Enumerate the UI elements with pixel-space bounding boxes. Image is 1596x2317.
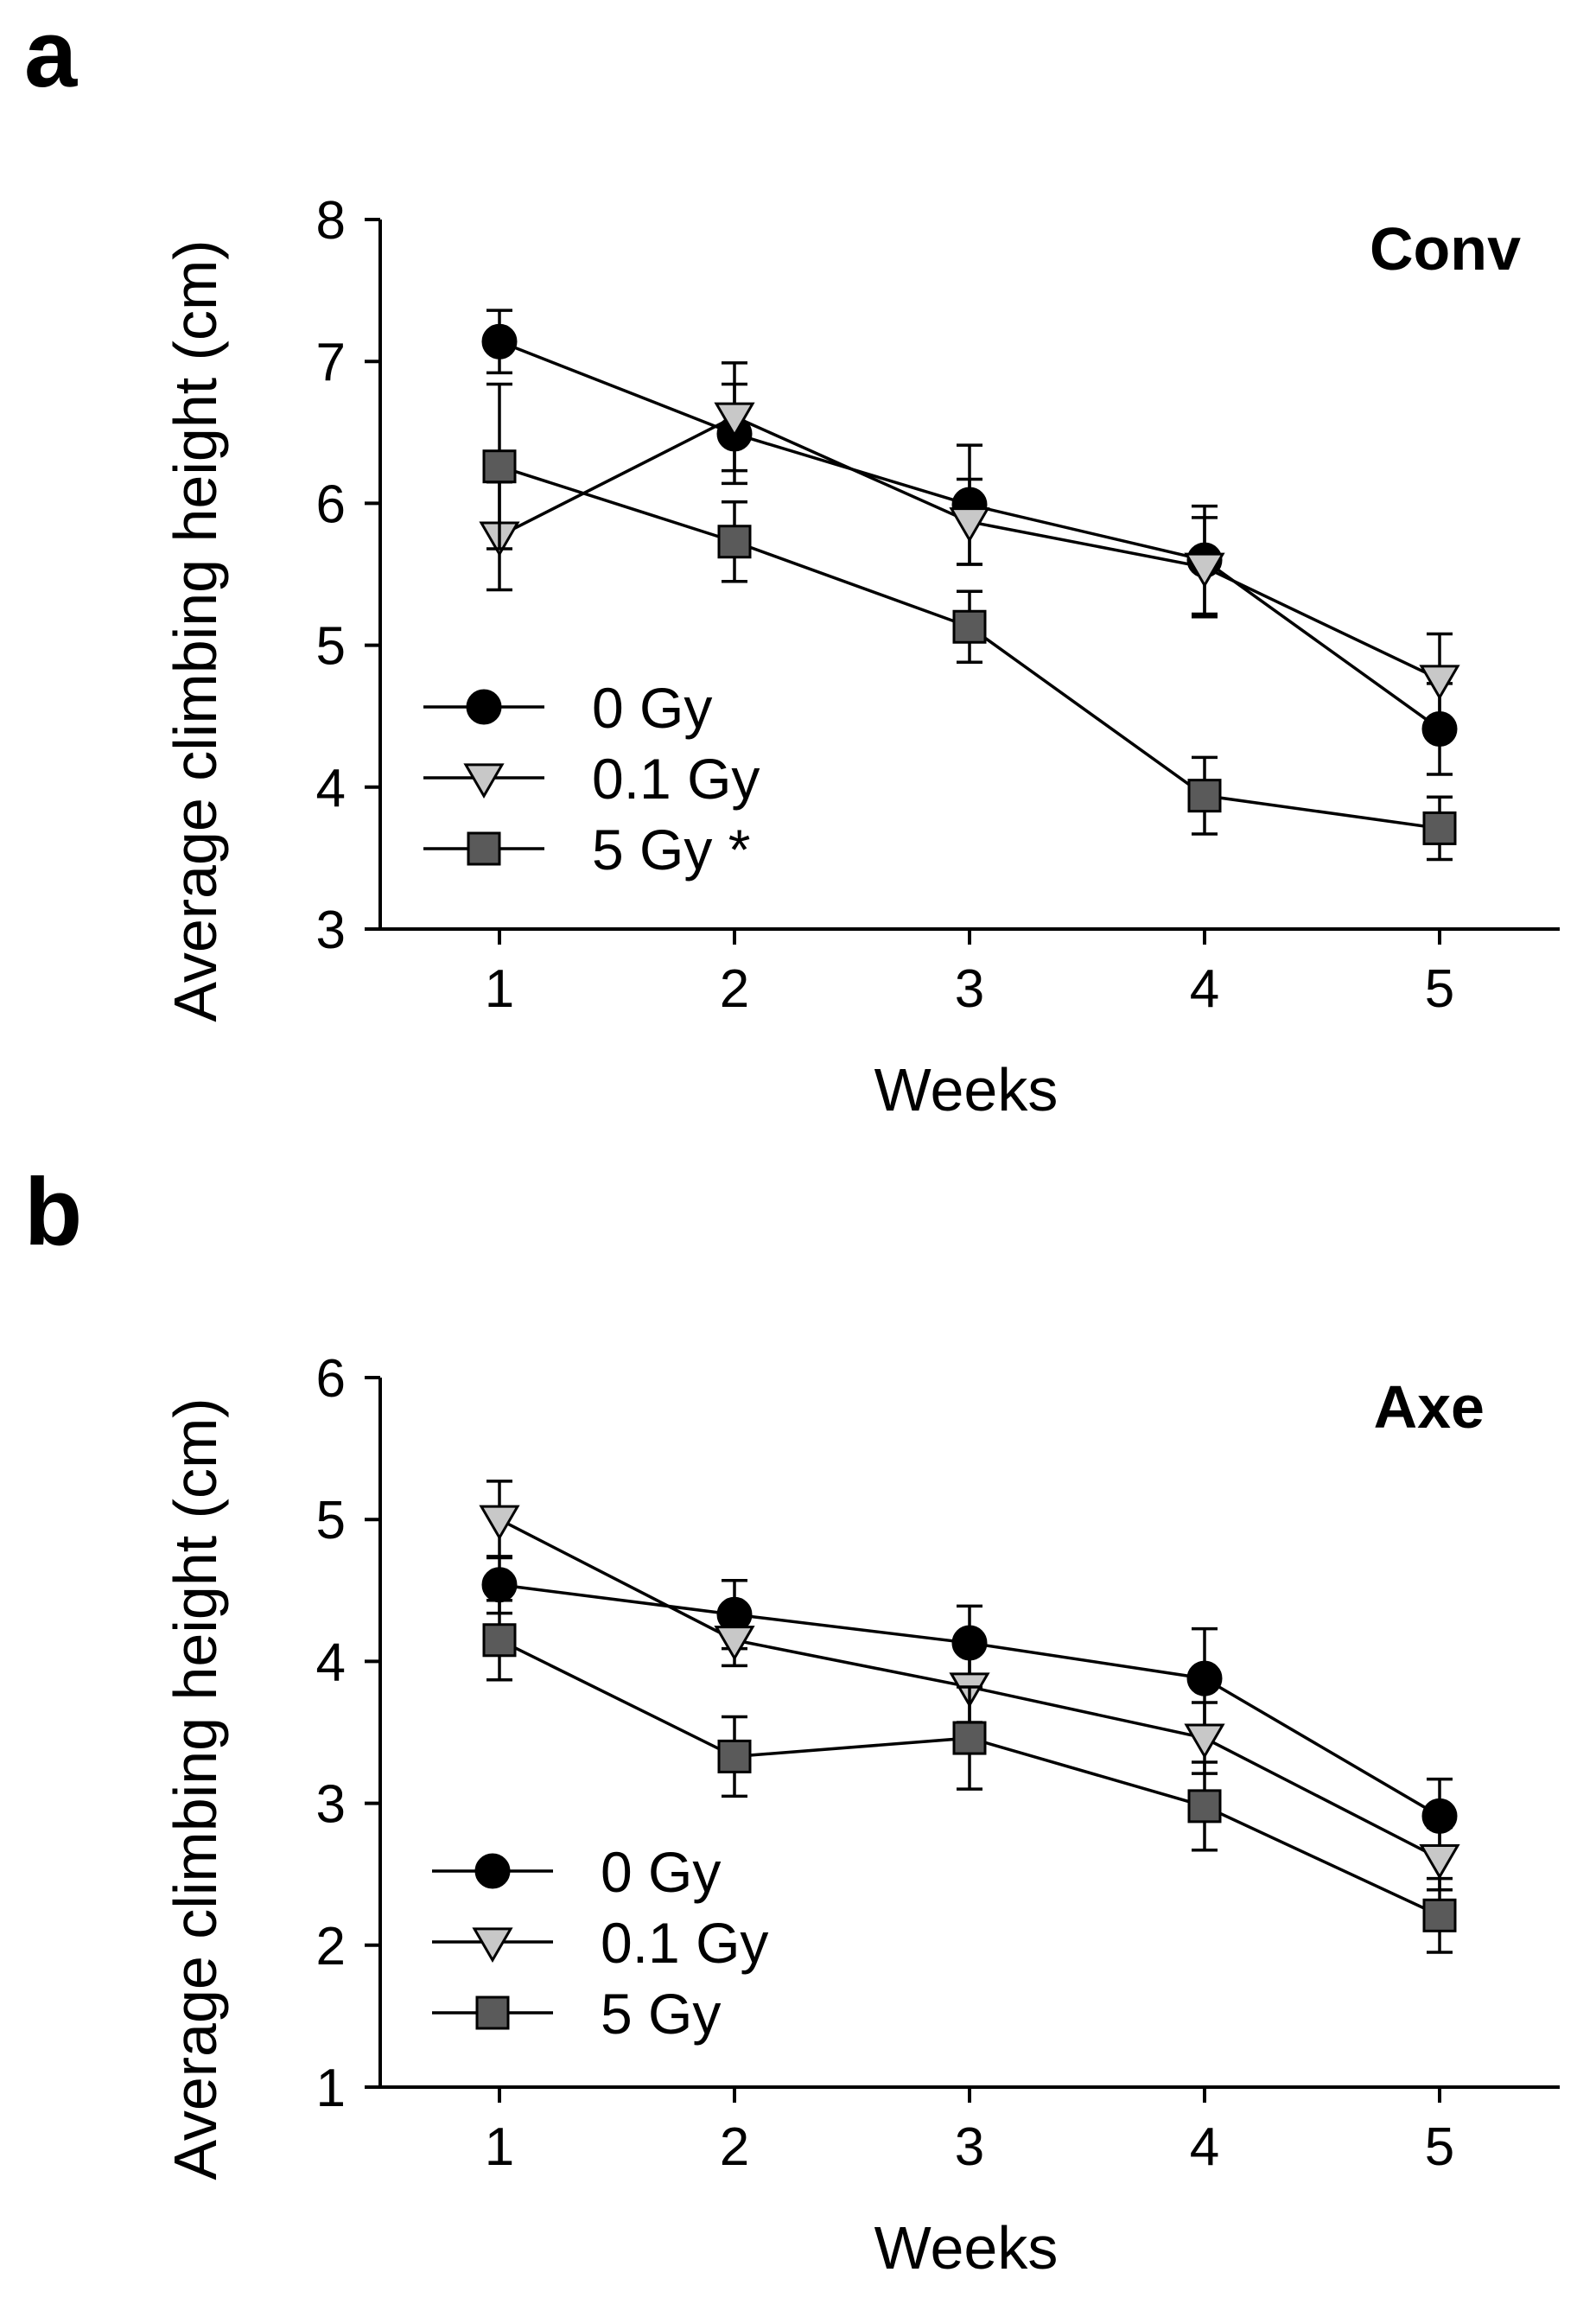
- x-tick-label: 2: [720, 2117, 749, 2177]
- legend-marker: [463, 763, 505, 799]
- legend: 0 Gy 0.1 Gy 5 Gy *: [423, 676, 760, 882]
- legend-label: 0.1 Gy: [601, 1911, 768, 1975]
- data-point: [482, 1623, 517, 1658]
- data-point: [949, 507, 990, 543]
- series-0-1-gy: [479, 361, 1460, 727]
- data-point: [1422, 811, 1457, 845]
- y-tick-label: 8: [316, 191, 346, 251]
- axes: 3 4 5 6 7 8 1 2 3 4 5: [316, 191, 1560, 1019]
- data-point: [1419, 665, 1460, 700]
- x-axis-label: Weeks: [874, 2214, 1059, 2282]
- x-tick-label: 3: [955, 959, 984, 1019]
- panel-letter: b: [24, 1159, 82, 1265]
- legend-marker: [467, 831, 501, 866]
- data-point: [1187, 779, 1222, 813]
- data-point: [481, 1567, 518, 1603]
- panel-title: Conv: [1370, 215, 1521, 283]
- data-point: [481, 323, 518, 360]
- y-tick-label: 3: [316, 901, 346, 960]
- legend-item: 0 Gy: [432, 1840, 721, 1904]
- data-point: [1184, 1723, 1225, 1760]
- data-point: [714, 402, 755, 438]
- series-layer: [479, 1480, 1460, 1954]
- series-layer: [479, 309, 1460, 862]
- data-point: [717, 525, 752, 559]
- y-tick-label: 7: [316, 333, 346, 392]
- legend-item: 0 Gy: [423, 676, 712, 740]
- y-axis-label: Average climbing height (cm): [162, 1397, 229, 2180]
- x-tick-label: 4: [1190, 2117, 1219, 2177]
- legend-item: 0.1 Gy: [423, 747, 760, 811]
- panel-b: b Axe Average climbing height (cm) Weeks…: [24, 1159, 1560, 2282]
- x-tick-label: 5: [1425, 959, 1454, 1019]
- y-tick-label: 6: [316, 1349, 346, 1409]
- data-point: [714, 1626, 755, 1661]
- data-point: [1422, 1898, 1457, 1932]
- series-5-gy: [482, 1599, 1457, 1954]
- panel-letter: a: [24, 1, 78, 107]
- data-point: [1184, 552, 1225, 589]
- legend-marker: [466, 689, 502, 725]
- x-tick-label: 1: [485, 2117, 514, 2177]
- x-tick-label: 5: [1425, 2117, 1454, 2177]
- y-tick-label: 2: [316, 1917, 346, 1976]
- legend-marker: [474, 1853, 511, 1889]
- y-tick-label: 5: [316, 617, 346, 677]
- legend-item: 0.1 Gy: [432, 1911, 768, 1975]
- y-tick-label: 4: [316, 1633, 346, 1692]
- legend-item: 5 Gy *: [423, 818, 750, 882]
- legend-marker: [472, 1927, 513, 1963]
- x-tick-label: 2: [720, 959, 749, 1019]
- series-5-gy: [482, 382, 1457, 862]
- data-point: [1187, 1789, 1222, 1824]
- y-tick-label: 6: [316, 474, 346, 534]
- legend-label: 5 Gy: [601, 1982, 721, 2046]
- data-point: [952, 1721, 987, 1755]
- x-tick-label: 1: [485, 959, 514, 1019]
- data-point: [952, 609, 987, 644]
- legend-label: 0.1 Gy: [592, 747, 760, 811]
- panel-title: Axe: [1374, 1373, 1485, 1441]
- legend: 0 Gy 0.1 Gy 5 Gy: [432, 1840, 768, 2046]
- data-point: [1186, 1660, 1223, 1696]
- y-tick-label: 1: [316, 2059, 346, 2118]
- y-tick-label: 4: [316, 759, 346, 818]
- data-point: [482, 449, 517, 484]
- legend-label: 0 Gy: [592, 676, 712, 740]
- legend-item: 5 Gy: [432, 1982, 721, 2046]
- axes: 1 2 3 4 5 6 1 2 3 4 5: [316, 1349, 1560, 2177]
- legend-label: 5 Gy *: [592, 818, 750, 882]
- legend-label: 0 Gy: [601, 1840, 721, 1904]
- data-point: [479, 1505, 520, 1541]
- x-tick-label: 3: [955, 2117, 984, 2177]
- legend-marker: [475, 1996, 510, 2030]
- y-tick-label: 5: [316, 1491, 346, 1550]
- y-axis-label: Average climbing height (cm): [162, 239, 229, 1022]
- x-tick-label: 4: [1190, 959, 1219, 1019]
- y-tick-label: 3: [316, 1775, 346, 1835]
- data-point: [717, 1739, 752, 1773]
- x-axis-label: Weeks: [874, 1056, 1059, 1123]
- panel-a: a Conv Average climbing height (cm) Week…: [24, 1, 1560, 1123]
- data-point: [1419, 1844, 1460, 1880]
